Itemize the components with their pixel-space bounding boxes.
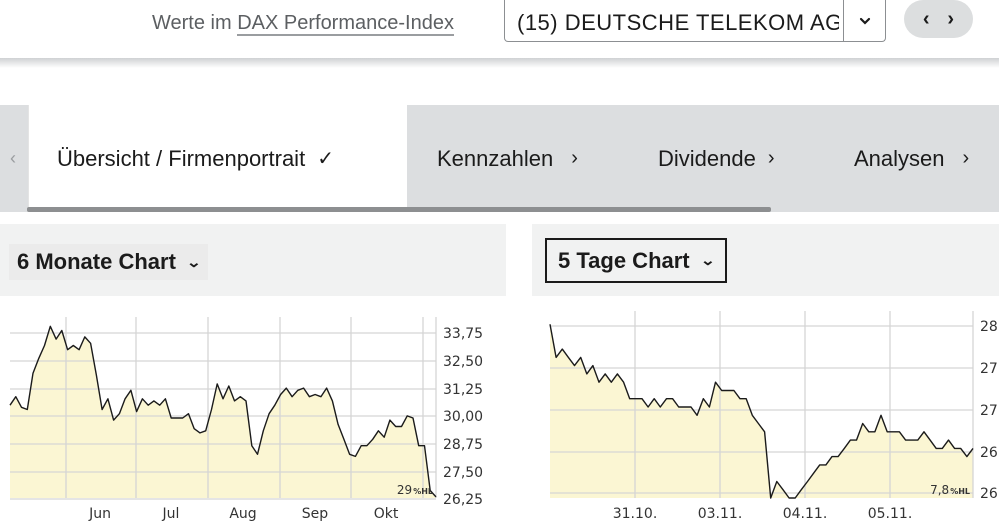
x-axis-label: 31.10.	[613, 506, 658, 522]
tab-label: Dividende	[658, 145, 756, 171]
chevron-right-icon: ›	[767, 147, 775, 169]
next-stock-button[interactable]: ›	[947, 7, 955, 30]
tab-uebersicht[interactable]: Übersicht / Firmenportrait ✓	[28, 105, 407, 212]
x-axis-label: Jul	[162, 506, 180, 522]
tab-label: Übersicht / Firmenportrait	[57, 145, 306, 171]
stock-pager: ‹ ›	[904, 0, 973, 38]
hl-annotation: 29%HL	[397, 483, 433, 497]
tab-analysen[interactable]: Analysen ›	[854, 105, 969, 212]
six-month-price-chart[interactable]: 33,75 32,50 31,25 30,00 28,75 27,50 26,25 Jun Ju…	[0, 305, 510, 528]
x-axis-label: Aug	[229, 506, 256, 522]
chevron-down-icon	[859, 17, 870, 25]
five-day-price-chart[interactable]: 28, 27, 27, 26, 26, 31.10. 03.11. 04.11. 05.11. 7…	[530, 305, 999, 528]
six-month-chart-dropdown[interactable]: 6 Monate Chart ⌄	[9, 244, 208, 280]
y-axis-label: 28,75	[443, 437, 483, 453]
y-axis-label: 31,25	[443, 382, 483, 398]
checkmark-icon: ✓	[317, 148, 334, 170]
five-day-chart-header: 5 Tage Chart ⌄	[532, 224, 999, 296]
tab-kennzahlen[interactable]: Kennzahlen ›	[437, 105, 578, 212]
prev-stock-button[interactable]: ‹	[922, 7, 930, 30]
tab-label: Kennzahlen	[437, 145, 554, 171]
chevron-left-icon: ‹	[10, 148, 16, 168]
stock-select-dropdown-button[interactable]	[843, 0, 885, 41]
x-axis-label: Sep	[302, 506, 329, 522]
y-axis-label: 32,50	[443, 354, 483, 370]
tab-strip: ‹ Übersicht / Firmenportrait ✓ Kennzahle…	[0, 105, 999, 212]
y-axis-label: 27,50	[443, 465, 483, 481]
stock-select-value[interactable]: (15) DEUTSCHE TELEKOM AG	[517, 10, 839, 35]
price-area-fill	[10, 326, 436, 498]
header-divider	[0, 58, 999, 68]
chevron-down-icon: ⌄	[186, 253, 202, 270]
index-label: Werte im DAX Performance-Index	[152, 12, 454, 36]
y-axis-label: 26,	[980, 445, 999, 461]
header-bar: Werte im DAX Performance-Index (15) DEUT…	[0, 0, 999, 58]
y-axis-label: 26,	[980, 486, 999, 502]
chart-dropdown-label: 6 Monate Chart	[17, 249, 176, 274]
index-prefix: Werte im	[152, 12, 238, 34]
five-day-chart-dropdown[interactable]: 5 Tage Chart ⌄	[545, 238, 728, 283]
y-axis-label: 27,	[980, 361, 999, 377]
price-line	[549, 324, 974, 499]
x-axis-label: 03.11.	[698, 506, 743, 522]
price-area-fill	[550, 324, 973, 498]
tab-label: Analysen	[854, 145, 945, 171]
stock-select[interactable]: (15) DEUTSCHE TELEKOM AG	[504, 0, 886, 42]
x-axis-label: 05.11.	[868, 506, 913, 522]
x-axis-label: Jun	[88, 506, 111, 522]
price-line	[9, 325, 437, 498]
y-axis-label: 28,	[980, 319, 999, 335]
tab-dividende[interactable]: Dividende ›	[658, 105, 775, 212]
chevron-right-icon: ›	[571, 147, 578, 169]
y-axis-label: 30,00	[443, 409, 483, 425]
six-month-chart-header: 6 Monate Chart ⌄	[0, 224, 506, 296]
hl-annotation: 7,8%HL	[930, 483, 970, 497]
tab-scrollbar[interactable]	[27, 207, 771, 212]
x-axis-label: 04.11.	[783, 506, 828, 522]
tab-scroll-left-button[interactable]: ‹	[0, 105, 26, 212]
dax-index-link[interactable]: DAX Performance-Index	[237, 12, 454, 36]
y-axis-label: 33,75	[443, 326, 483, 342]
y-axis-label: 27,	[980, 403, 999, 419]
chart-dropdown-label: 5 Tage Chart	[558, 247, 690, 273]
y-axis-label: 26,25	[443, 492, 483, 508]
chevron-right-icon: ›	[962, 147, 970, 169]
x-axis-label: Okt	[374, 506, 399, 522]
chevron-down-icon: ⌄	[699, 252, 716, 268]
